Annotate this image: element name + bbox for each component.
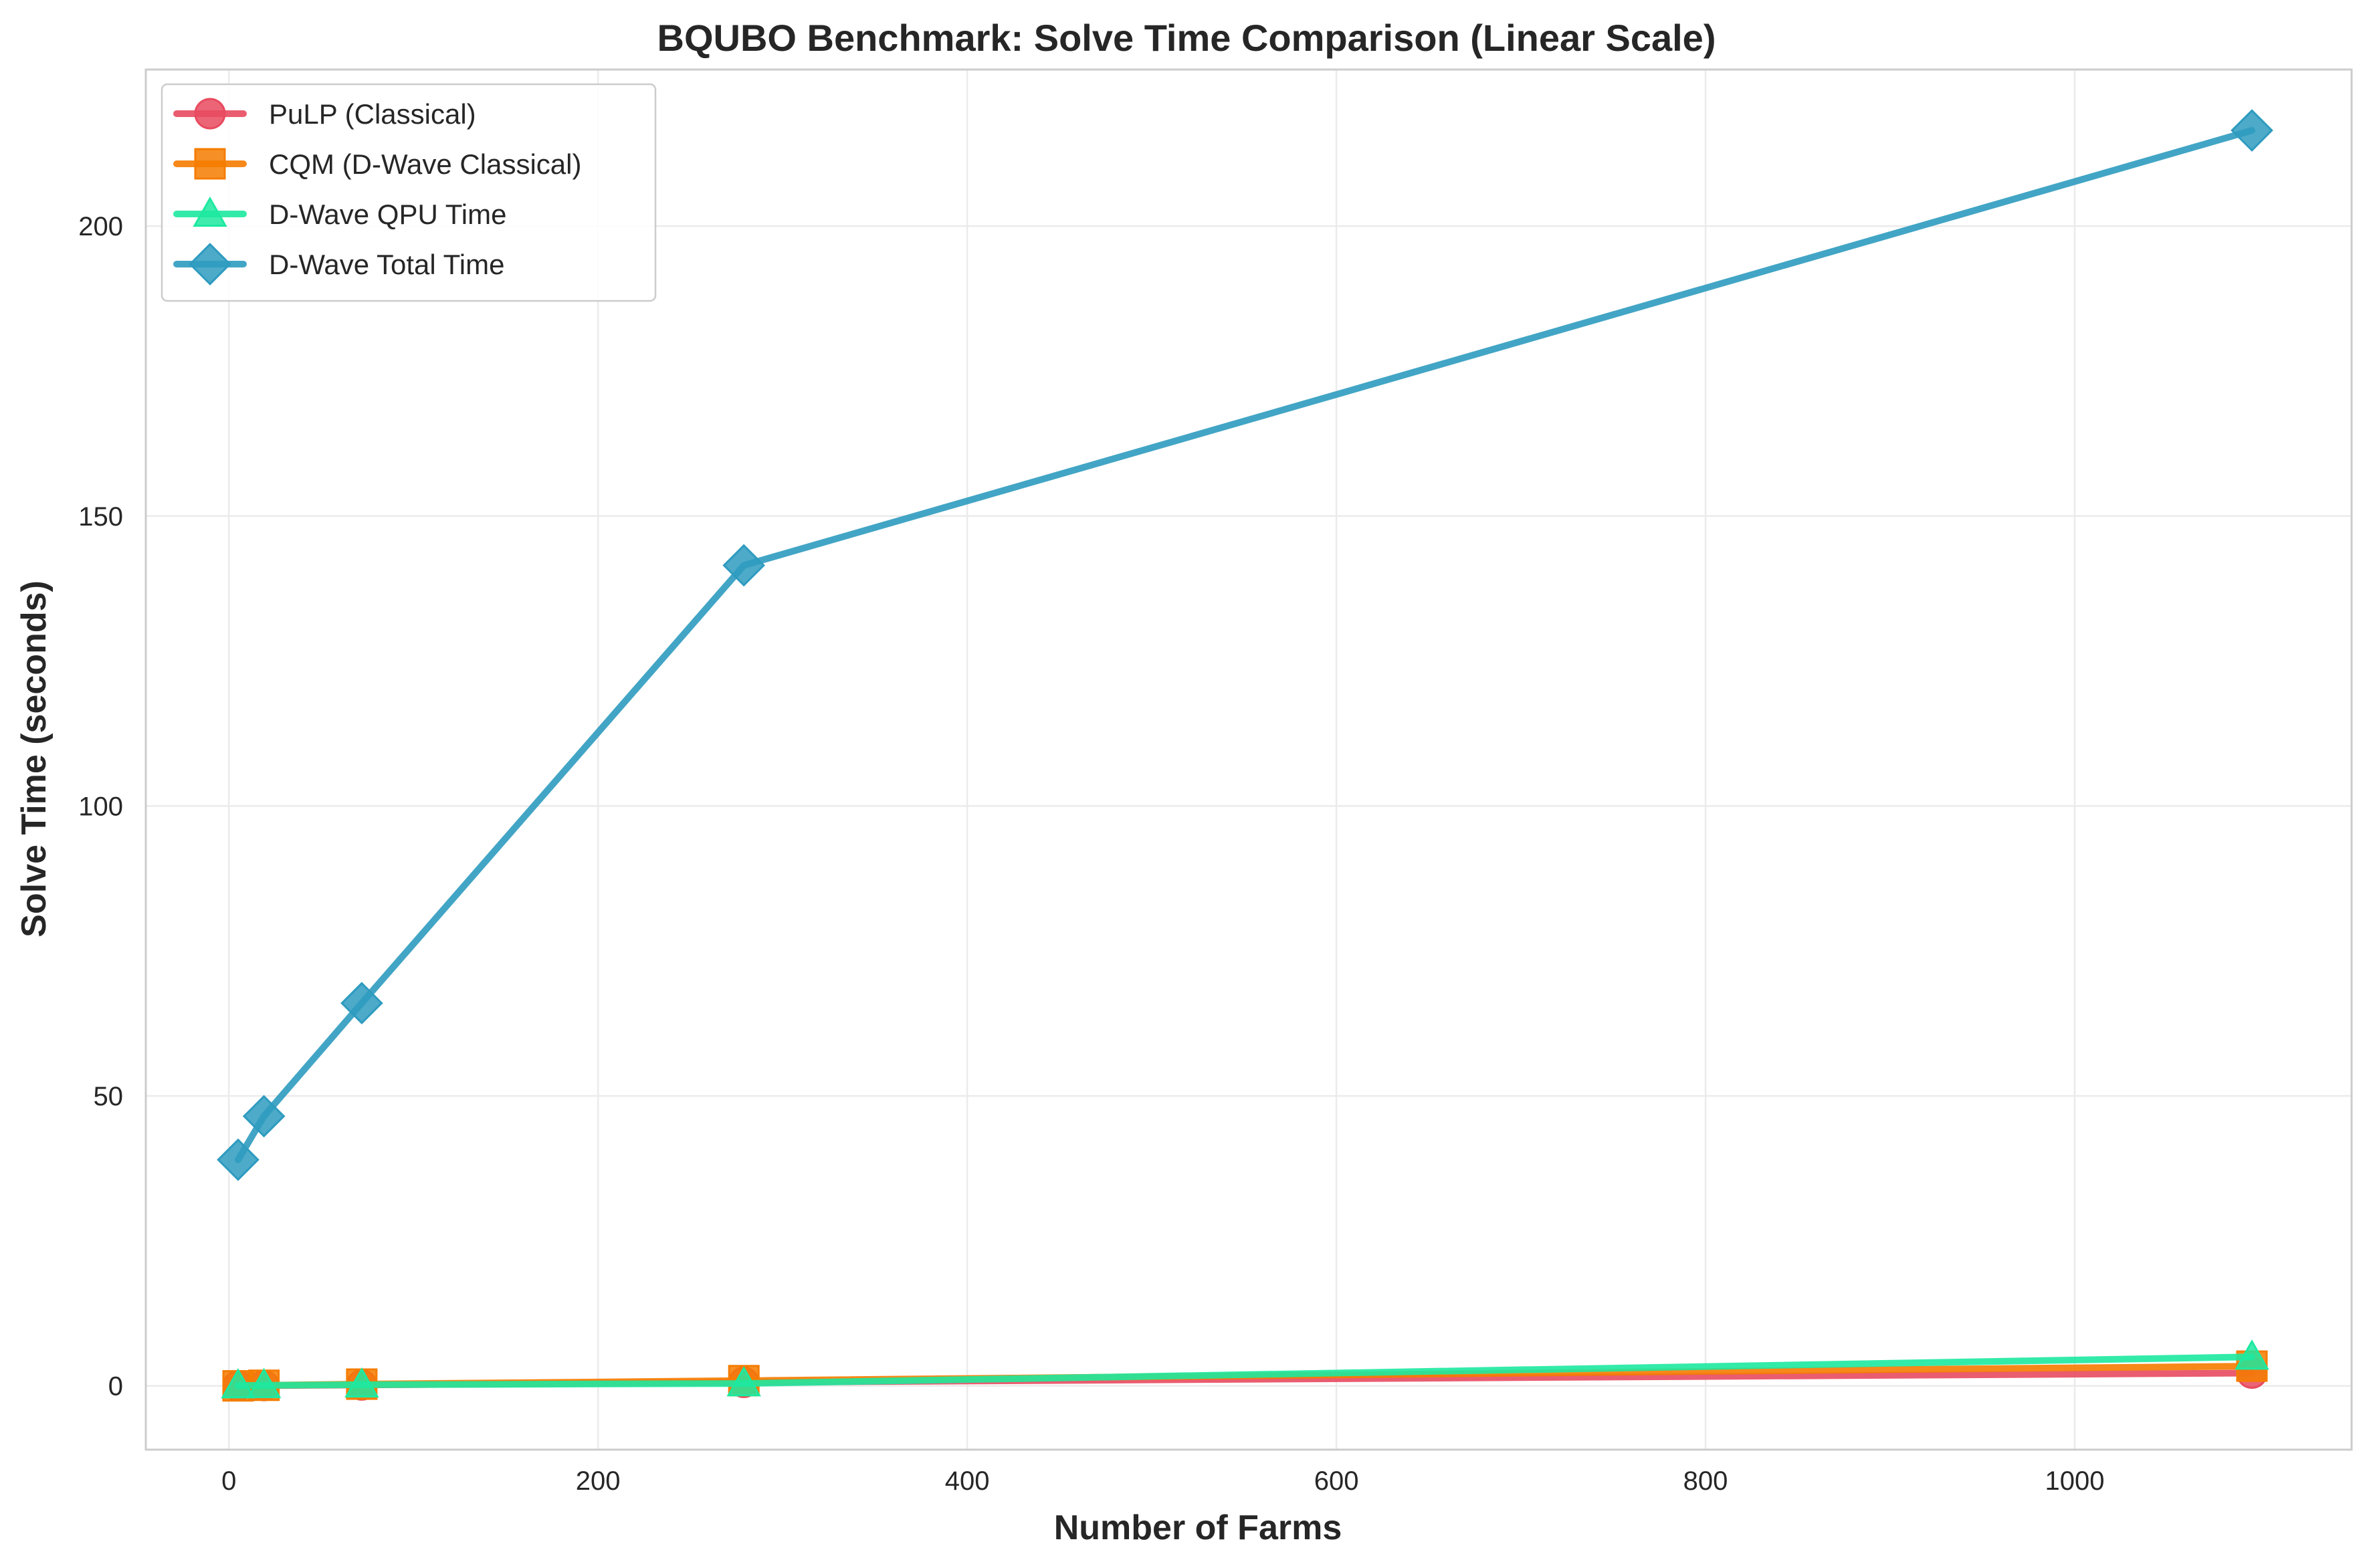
legend-marker xyxy=(193,196,227,227)
y-axis-label: Solve Time (seconds) xyxy=(15,580,54,937)
data-point xyxy=(242,1095,286,1138)
legend-label: PuLP (Classical) xyxy=(269,98,476,130)
y-tick-label: 150 xyxy=(78,502,123,532)
y-tick-label: 100 xyxy=(78,792,123,821)
data-point xyxy=(2231,109,2273,152)
data-point xyxy=(246,1367,282,1398)
legend-label: D-Wave QPU Time xyxy=(269,199,506,230)
series-2 xyxy=(221,1339,2269,1399)
x-tick-label: 0 xyxy=(221,1466,236,1496)
y-tick-label: 50 xyxy=(94,1082,124,1111)
legend-item: PuLP (Classical) xyxy=(173,98,476,130)
x-axis-label: Number of Farms xyxy=(1054,1508,1342,1547)
data-point xyxy=(340,982,383,1025)
data-point xyxy=(722,544,766,587)
data-point xyxy=(2235,1339,2269,1370)
legend-label: CQM (D-Wave Classical) xyxy=(269,148,581,180)
y-tick-label: 0 xyxy=(108,1372,123,1402)
x-tick-label: 1000 xyxy=(2045,1466,2105,1496)
data-point xyxy=(221,1368,255,1399)
legend-marker xyxy=(194,98,226,130)
series-layer xyxy=(217,109,2273,1402)
legend-item: CQM (D-Wave Classical) xyxy=(173,148,581,180)
legend-label: D-Wave Total Time xyxy=(269,249,504,280)
legend-marker xyxy=(194,148,226,180)
legend-item: D-Wave Total Time xyxy=(173,243,504,286)
x-tick-label: 600 xyxy=(1314,1466,1359,1496)
tick-labels: 0 200 400 600 800 1000 0 50 100 150 200 xyxy=(78,212,2104,1496)
x-tick-label: 800 xyxy=(1683,1466,1728,1496)
plot-frame xyxy=(144,68,2353,1451)
grid xyxy=(146,70,2352,1450)
data-point xyxy=(344,1367,379,1397)
legend: PuLP (Classical) CQM (D-Wave Classical) D-… xyxy=(161,83,657,302)
legend-item: D-Wave QPU Time xyxy=(173,196,506,230)
legend-marker xyxy=(189,243,231,286)
data-point xyxy=(726,1365,761,1397)
legend-box xyxy=(161,83,657,302)
y-tick-label: 200 xyxy=(78,212,123,241)
x-tick-label: 400 xyxy=(945,1466,990,1496)
data-point xyxy=(217,1138,260,1182)
x-tick-label: 200 xyxy=(576,1466,621,1496)
series-3 xyxy=(217,109,2273,1182)
chart-title: BQUBO Benchmark: Solve Time Comparison (… xyxy=(657,17,1716,59)
